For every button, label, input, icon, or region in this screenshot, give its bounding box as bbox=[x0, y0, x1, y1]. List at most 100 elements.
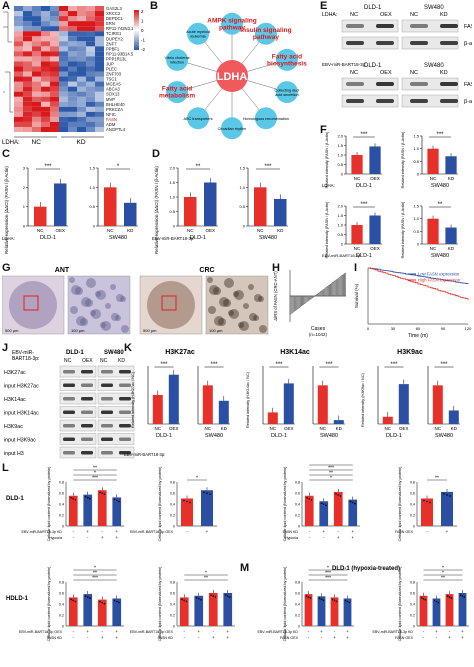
blot-row-label: β-actin bbox=[464, 99, 472, 105]
bar bbox=[343, 598, 352, 626]
condition-mark: + bbox=[226, 629, 229, 634]
sig-marker: * bbox=[196, 476, 198, 482]
heatmap-cell bbox=[23, 76, 32, 82]
heatmap-cell bbox=[95, 106, 104, 112]
blot-band bbox=[376, 82, 394, 86]
condition-mark: - bbox=[87, 635, 89, 640]
heatmap-cell bbox=[32, 106, 41, 112]
y-axis-title: Related intensity (H3K9ac / NC) bbox=[361, 372, 365, 427]
row-label-hdld1: HDLD-1 bbox=[6, 596, 29, 602]
heatmap-cell bbox=[68, 46, 77, 52]
crc-zoom-image bbox=[205, 275, 269, 335]
cell-cluster bbox=[110, 284, 116, 290]
network-node bbox=[166, 81, 189, 104]
blot-row-label: input H3K9ac bbox=[4, 438, 36, 444]
waterfall-bar bbox=[329, 284, 331, 297]
waterfall-bar bbox=[305, 295, 307, 303]
waterfall-bar bbox=[310, 295, 312, 300]
heatmap-cell bbox=[32, 46, 41, 52]
heatmap-cell bbox=[41, 11, 50, 17]
heatmap-cell bbox=[50, 76, 59, 82]
heatmap-cell bbox=[86, 126, 95, 132]
data-point bbox=[203, 491, 205, 494]
ihc-images: ANT CRC 500 μm 100 μm 500 μm 100 μm bbox=[2, 267, 269, 335]
heatmap-cell bbox=[14, 41, 23, 47]
blot-band bbox=[63, 451, 75, 455]
high-fasn-curve bbox=[368, 267, 469, 300]
panel-k-charts: H3K27ac Related intensity (H3K27ac / NC) N… bbox=[124, 349, 460, 457]
waterfall-bar bbox=[297, 295, 299, 309]
data-point bbox=[84, 495, 87, 498]
y-tick-label: 0.5 bbox=[89, 204, 95, 209]
heatmap-cell bbox=[77, 101, 86, 107]
condition-mark: - bbox=[213, 629, 215, 634]
waterfall-bar bbox=[335, 279, 337, 297]
cell-cluster bbox=[249, 313, 257, 321]
data-point bbox=[349, 500, 352, 503]
panel-label-d: D bbox=[152, 148, 160, 160]
waterfall-bar bbox=[334, 280, 336, 297]
data-point bbox=[103, 602, 106, 605]
condition-mark: - bbox=[308, 635, 310, 640]
histone-title: H3K9ac bbox=[397, 349, 423, 356]
network-node-label: pathway bbox=[253, 34, 279, 41]
data-point bbox=[224, 594, 227, 596]
data-point bbox=[183, 599, 186, 602]
cell-cluster bbox=[258, 296, 264, 302]
network-node-label: Fatty acid bbox=[162, 86, 192, 93]
blot-lane-label: OEX bbox=[380, 70, 392, 76]
blot-strip bbox=[59, 446, 97, 459]
panel-f-charts: Related intensity (FASN / β-Actin) 0 0.5 1.… bbox=[322, 131, 458, 259]
cell-cluster bbox=[121, 325, 129, 333]
waterfall-bar bbox=[320, 291, 322, 297]
cell-line-label: SW480 bbox=[109, 235, 127, 241]
network-node-label: leukemia bbox=[190, 34, 206, 38]
waterfall-bar bbox=[317, 293, 319, 297]
heatmap-cell bbox=[68, 6, 77, 12]
x-tick-label: NC bbox=[37, 228, 44, 233]
y-axis-title: Cellular lipid content (Normalized by pr… bbox=[47, 466, 51, 541]
heatmap-cell bbox=[86, 41, 95, 47]
heatmap-cell bbox=[23, 16, 32, 22]
y-tick-label: 1.5 bbox=[413, 134, 419, 139]
cell-line-label: DLD-1 bbox=[190, 235, 206, 241]
waterfall-bar bbox=[341, 275, 343, 297]
heatmap-cell bbox=[68, 31, 77, 37]
y-axis-title: Relative expression (ΔΔCt) (FASN / β-Act… bbox=[4, 166, 9, 254]
x-condition-label: FASN OEX bbox=[280, 636, 299, 640]
cell-cluster bbox=[238, 322, 244, 328]
heatmap-cell bbox=[32, 86, 41, 92]
blot-band bbox=[119, 451, 131, 455]
y-tick-label: 0.2 bbox=[59, 614, 64, 618]
heatmap-cell bbox=[68, 16, 77, 22]
blot-strip bbox=[97, 406, 135, 418]
y-tick-label: 0.4 bbox=[410, 503, 415, 507]
cell-cluster bbox=[71, 285, 81, 295]
y-tick-label: 0.6 bbox=[295, 592, 300, 596]
data-point bbox=[449, 495, 451, 497]
heatmap-cell bbox=[50, 86, 59, 92]
data-point bbox=[335, 600, 338, 603]
y-tick-label: 1 bbox=[23, 204, 26, 209]
blot-cell-line: DLD-1 bbox=[364, 5, 382, 11]
network-node-label: Insulin signaling bbox=[240, 27, 291, 34]
condition-mark: + bbox=[346, 629, 349, 634]
heatmap-cell bbox=[50, 6, 59, 12]
x-tick-label: 60 bbox=[416, 326, 421, 331]
bar bbox=[83, 594, 93, 626]
condition-mark: + bbox=[86, 629, 89, 634]
network-node-label: Homologous recombination bbox=[243, 117, 289, 121]
heatmap-cell bbox=[41, 116, 50, 122]
blot-band bbox=[440, 24, 458, 28]
bar bbox=[218, 400, 229, 424]
blot-condition-label: LDHA: bbox=[322, 12, 337, 18]
blot-band bbox=[81, 410, 93, 414]
heatmap-cell bbox=[95, 46, 104, 52]
data-point bbox=[212, 595, 215, 597]
data-point bbox=[322, 599, 325, 602]
zoom-box bbox=[23, 295, 39, 311]
waterfall-bar bbox=[304, 295, 306, 304]
waterfall-bar bbox=[307, 295, 309, 302]
histone-title: H3K27ac bbox=[165, 349, 195, 356]
waterfall-bar bbox=[322, 289, 324, 297]
